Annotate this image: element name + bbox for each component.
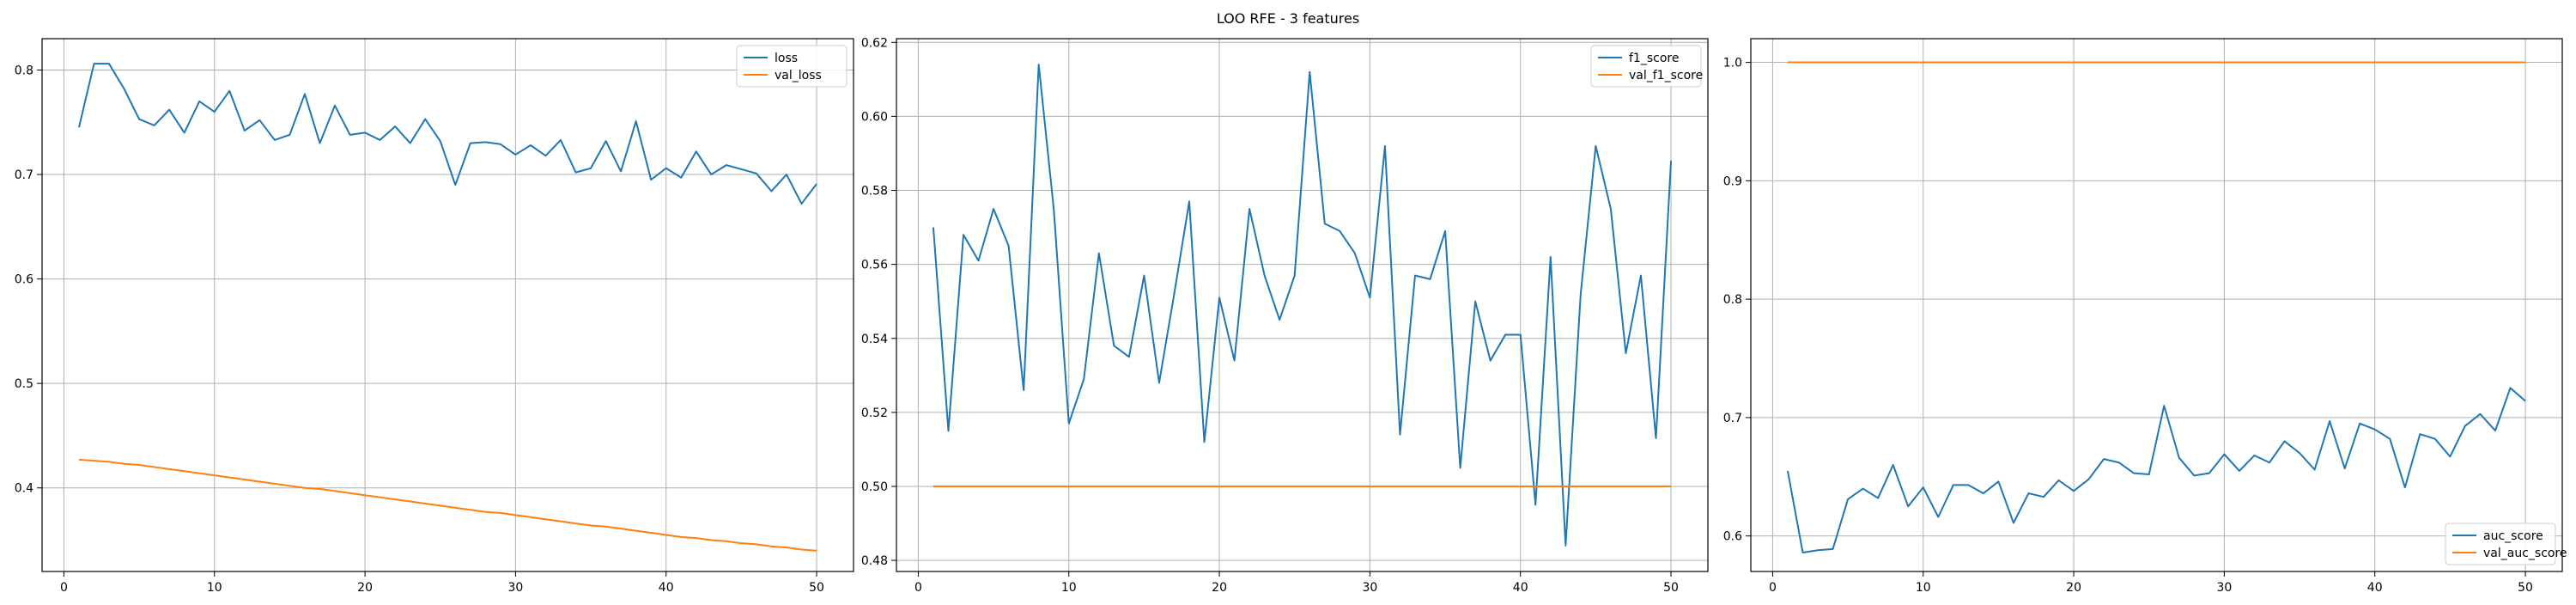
axes-frame xyxy=(1750,38,2563,572)
figure-title: LOO RFE - 3 features xyxy=(1217,10,1359,27)
y-tick-label: 0.50 xyxy=(861,480,888,494)
y-tick-label: 0.62 xyxy=(861,36,888,50)
series-line-val-loss xyxy=(78,458,817,552)
subplot-3: 0 10 20 30 40 50 0.6 0.7 0.8 0.9 1.0 auc_score val_a… xyxy=(1723,38,2567,595)
x-tick-label: 0 xyxy=(1769,581,1777,595)
series-line-f1-score xyxy=(932,64,1673,547)
y-tick-label: 0.56 xyxy=(861,259,888,272)
x-tick-label: 0 xyxy=(60,581,68,595)
grid xyxy=(896,39,1708,571)
series-lines xyxy=(77,63,817,552)
y-tick-label: 0.54 xyxy=(861,333,888,346)
x-tick-label: 20 xyxy=(1212,581,1227,595)
x-tick-label: 0 xyxy=(914,581,922,595)
legend-label: val_loss xyxy=(775,69,822,82)
series-line-auc-score xyxy=(1786,387,2526,553)
legend: auc_score val_auc_score xyxy=(2445,522,2567,565)
axes-frame xyxy=(41,38,854,572)
x-tick-label: 10 xyxy=(1061,581,1077,595)
x-tick-label: 30 xyxy=(507,581,523,595)
x-tick-label: 50 xyxy=(1663,581,1679,595)
axes-frame xyxy=(896,38,1709,572)
y-tick-label: 0.52 xyxy=(861,406,888,420)
x-tick-label: 20 xyxy=(357,581,373,595)
legend: loss val_loss xyxy=(736,45,848,88)
x-tick-label: 40 xyxy=(1513,581,1528,595)
x-tick-label: 50 xyxy=(809,581,824,595)
ticks: 0 10 20 30 40 50 0.48 0.50 0.52 0.54 0.56 0.58 0.60 0… xyxy=(861,36,1679,595)
y-tick-label: 0.5 xyxy=(15,377,33,391)
legend-box xyxy=(736,45,848,88)
x-tick-label: 30 xyxy=(1362,581,1377,595)
x-tick-label: 50 xyxy=(2518,581,2533,595)
y-tick-label: 0.7 xyxy=(15,168,33,182)
legend-box xyxy=(1590,45,1702,88)
legend: f1_score val_f1_score xyxy=(1590,45,1703,88)
x-tick-label: 30 xyxy=(2216,581,2232,595)
legend-label: loss xyxy=(775,52,798,65)
grid xyxy=(42,39,854,571)
y-tick-label: 0.7 xyxy=(1723,412,1742,425)
legend-label: val_auc_score xyxy=(2483,547,2567,560)
grid xyxy=(1751,39,2562,571)
y-tick-label: 0.6 xyxy=(1723,530,1742,544)
legend-box xyxy=(2445,522,2556,565)
series-lines xyxy=(932,64,1673,547)
subplot-2: 0 10 20 30 40 50 0.48 0.50 0.52 0.54 0.56 0.58 0.60 0… xyxy=(861,36,1709,595)
y-tick-label: 0.4 xyxy=(15,482,33,496)
legend-label: auc_score xyxy=(2483,529,2543,543)
ticks: 0 10 20 30 40 50 0.4 0.5 0.6 0.7 0.8 xyxy=(15,64,824,595)
x-tick-label: 10 xyxy=(207,581,222,595)
y-tick-label: 0.8 xyxy=(1723,293,1742,307)
y-tick-label: 0.60 xyxy=(861,110,888,124)
subplot-1: 0 10 20 30 40 50 0.4 0.5 0.6 0.7 0.8 loss val_loss xyxy=(15,38,854,595)
x-tick-label: 10 xyxy=(1916,581,1931,595)
series-lines xyxy=(1786,61,2526,553)
legend-label: f1_score xyxy=(1629,52,1679,65)
ticks: 0 10 20 30 40 50 0.6 0.7 0.8 0.9 1.0 xyxy=(1723,57,2533,595)
y-tick-label: 1.0 xyxy=(1723,57,1742,70)
y-tick-label: 0.58 xyxy=(861,185,888,199)
y-tick-label: 0.8 xyxy=(15,64,33,77)
x-tick-label: 40 xyxy=(659,581,674,595)
y-tick-label: 0.6 xyxy=(15,273,33,287)
y-tick-label: 0.9 xyxy=(1723,174,1742,188)
x-tick-label: 40 xyxy=(2367,581,2383,595)
y-tick-label: 0.48 xyxy=(861,554,888,568)
subplots: 0 10 20 30 40 50 0.4 0.5 0.6 0.7 0.8 loss val_loss 0 1… xyxy=(15,36,2567,595)
x-tick-label: 20 xyxy=(2066,581,2081,595)
legend-label: val_f1_score xyxy=(1629,69,1703,82)
series-line-loss xyxy=(77,63,817,205)
